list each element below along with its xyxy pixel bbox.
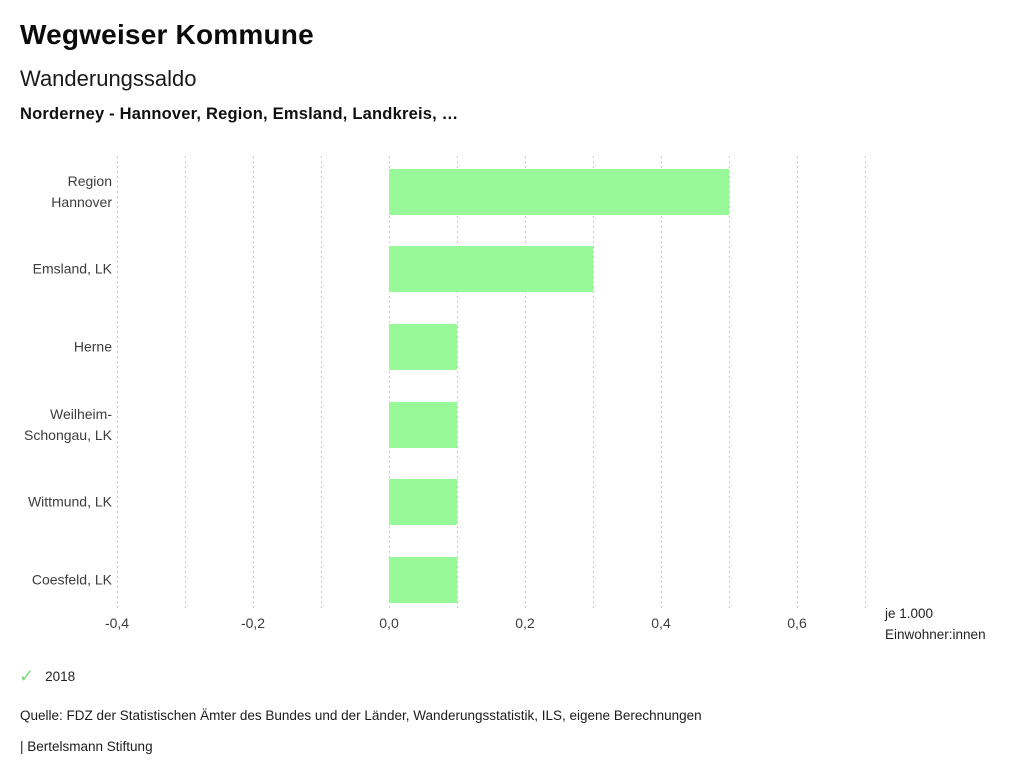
gridline	[117, 156, 118, 609]
x-axis-tick-label: 0,4	[651, 615, 671, 631]
chart-subtitle: Norderney - Hannover, Region, Emsland, L…	[20, 105, 459, 123]
gridline	[321, 156, 322, 609]
bar[interactable]	[389, 401, 457, 448]
check-icon: ✓	[19, 666, 35, 686]
x-axis-unit-line-2: Einwohner:innen	[885, 627, 986, 642]
x-axis-unit-line-1: je 1.000	[885, 606, 934, 621]
gridline	[457, 156, 458, 609]
y-axis-label: Region Hannover	[51, 172, 112, 210]
bar[interactable]	[389, 324, 457, 371]
y-axis-label: Emsland, LK	[32, 260, 112, 277]
gridline	[865, 156, 866, 609]
bar[interactable]	[389, 557, 457, 603]
x-axis-unit-label: je 1.000 Einwohner:innen	[885, 603, 986, 645]
legend-label: 2018	[45, 668, 76, 684]
brand-title: Wegweiser Kommune	[20, 19, 314, 50]
y-axis-label: Coesfeld, LK	[31, 571, 112, 588]
bar[interactable]	[389, 168, 729, 215]
gridline	[661, 156, 662, 609]
gridline	[593, 156, 594, 609]
gridline	[525, 156, 526, 609]
gridline	[185, 156, 186, 609]
x-axis-tick-label: 0,6	[787, 615, 807, 631]
y-axis-label: Herne	[73, 338, 112, 355]
gridline	[797, 156, 798, 609]
attribution-text: | Bertelsmann Stiftung	[20, 739, 153, 754]
x-axis-tick-label: -0,4	[104, 615, 130, 631]
gridline	[729, 156, 730, 609]
bar[interactable]	[389, 246, 593, 293]
y-axis-label: Weilheim- Schongau, LK	[24, 405, 112, 443]
x-axis-tick-label: 0,2	[515, 615, 535, 631]
y-axis-label: Wittmund, LK	[27, 493, 112, 510]
chart-title: Wanderungssaldo	[20, 66, 197, 91]
x-axis-tick-label: 0,0	[379, 615, 399, 631]
gridline	[253, 156, 254, 609]
gridline	[389, 156, 390, 609]
source-text: Quelle: FDZ der Statistischen Ämter des …	[20, 708, 702, 723]
bar[interactable]	[389, 479, 457, 526]
legend-item-2018[interactable]: ✓ 2018	[19, 667, 75, 685]
x-axis-tick-label: -0,2	[240, 615, 266, 631]
